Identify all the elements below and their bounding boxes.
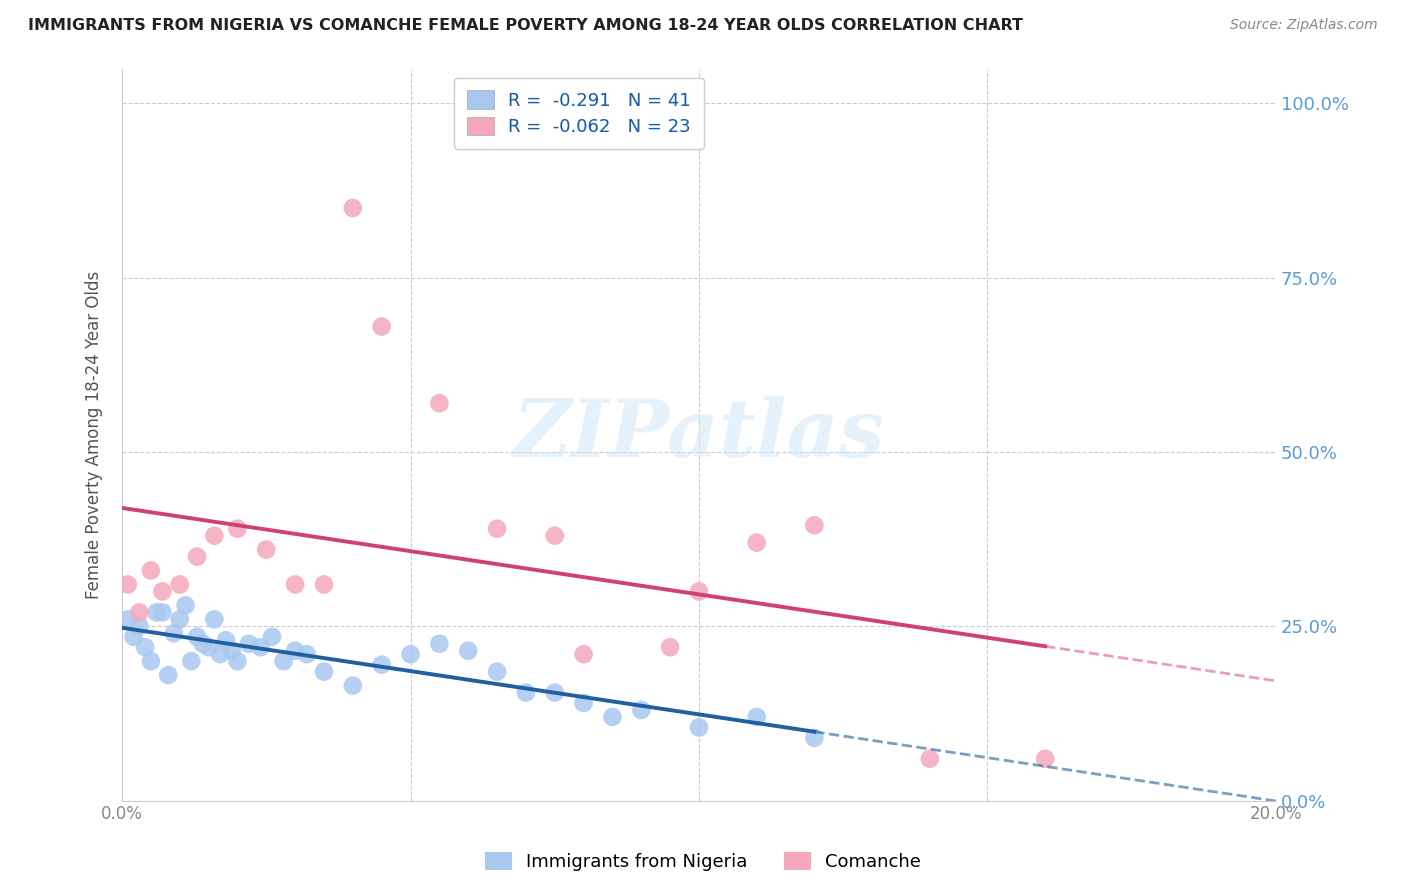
Point xyxy=(688,584,710,599)
Text: IMMIGRANTS FROM NIGERIA VS COMANCHE FEMALE POVERTY AMONG 18-24 YEAR OLDS CORRELA: IMMIGRANTS FROM NIGERIA VS COMANCHE FEMA… xyxy=(28,18,1024,33)
Point xyxy=(572,696,595,710)
Point xyxy=(117,577,139,591)
Point xyxy=(128,619,150,633)
Point xyxy=(202,529,225,543)
Legend: R =  -0.291   N = 41, R =  -0.062   N = 23: R = -0.291 N = 41, R = -0.062 N = 23 xyxy=(454,78,704,149)
Y-axis label: Female Poverty Among 18-24 Year Olds: Female Poverty Among 18-24 Year Olds xyxy=(86,270,103,599)
Point xyxy=(803,731,825,745)
Point xyxy=(157,668,180,682)
Point xyxy=(186,630,208,644)
Point xyxy=(202,612,225,626)
Point xyxy=(370,657,392,672)
Legend: Immigrants from Nigeria, Comanche: Immigrants from Nigeria, Comanche xyxy=(478,845,928,879)
Text: ZIPatlas: ZIPatlas xyxy=(513,396,884,474)
Point xyxy=(370,319,392,334)
Point xyxy=(572,647,595,661)
Point xyxy=(145,606,167,620)
Point xyxy=(254,542,277,557)
Point xyxy=(260,630,283,644)
Text: Source: ZipAtlas.com: Source: ZipAtlas.com xyxy=(1230,18,1378,32)
Point xyxy=(273,654,295,668)
Point xyxy=(209,647,232,661)
Point xyxy=(134,640,156,655)
Point xyxy=(515,685,537,699)
Point xyxy=(174,599,197,613)
Point xyxy=(152,606,174,620)
Point xyxy=(284,577,307,591)
Point xyxy=(238,637,260,651)
Point xyxy=(486,522,509,536)
Point xyxy=(427,396,450,410)
Point xyxy=(186,549,208,564)
Point xyxy=(169,577,191,591)
Point xyxy=(688,720,710,734)
Point xyxy=(659,640,682,655)
Point xyxy=(427,637,450,651)
Point xyxy=(803,518,825,533)
Point xyxy=(180,654,202,668)
Point xyxy=(226,654,249,668)
Point xyxy=(215,633,238,648)
Point xyxy=(169,612,191,626)
Point xyxy=(312,577,335,591)
Point xyxy=(122,630,145,644)
Point xyxy=(544,529,567,543)
Point xyxy=(602,710,624,724)
Point xyxy=(630,703,652,717)
Point xyxy=(295,647,318,661)
Point xyxy=(544,685,567,699)
Point xyxy=(745,535,768,549)
Point xyxy=(312,665,335,679)
Point xyxy=(284,643,307,657)
Point xyxy=(399,647,422,661)
Point xyxy=(457,643,479,657)
Point xyxy=(918,752,941,766)
Point xyxy=(197,640,219,655)
Point xyxy=(745,710,768,724)
Point xyxy=(152,584,174,599)
Point xyxy=(163,626,186,640)
Point xyxy=(139,564,162,578)
Point xyxy=(221,643,243,657)
Point xyxy=(486,665,509,679)
Point xyxy=(139,654,162,668)
Point xyxy=(191,637,214,651)
Point xyxy=(117,612,139,626)
Point xyxy=(128,606,150,620)
Point xyxy=(342,679,364,693)
Point xyxy=(1033,752,1056,766)
Point xyxy=(342,201,364,215)
Point xyxy=(249,640,271,655)
Point xyxy=(226,522,249,536)
